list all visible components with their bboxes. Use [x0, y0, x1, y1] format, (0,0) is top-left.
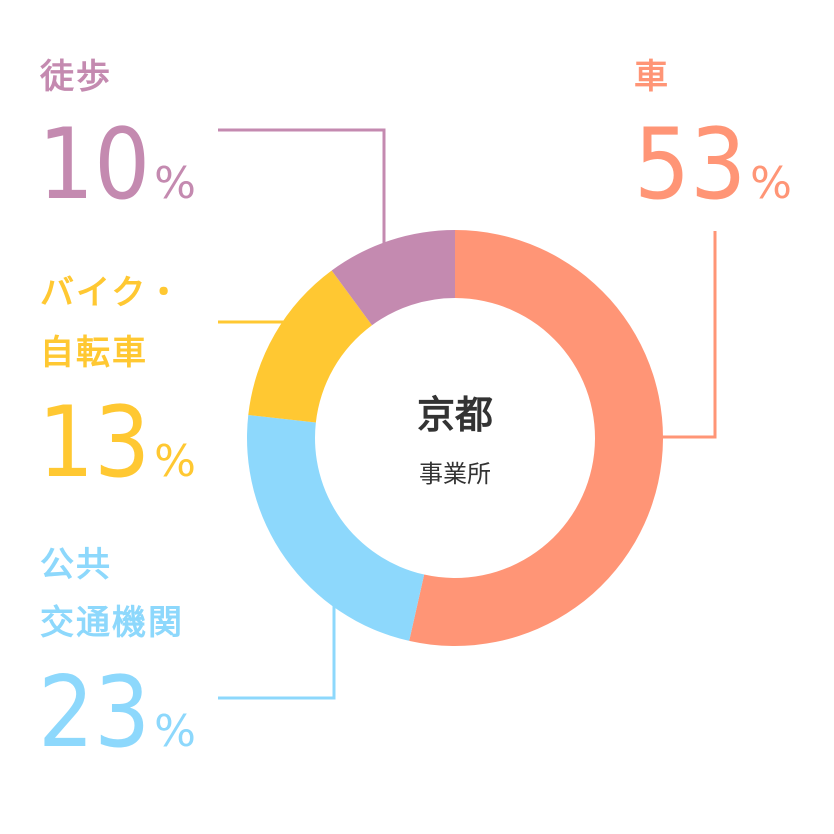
- slice-label-line: 車: [634, 57, 670, 97]
- slice-value: 13%: [38, 386, 196, 500]
- center-subtitle: 事業所: [419, 460, 491, 488]
- slice-label-public-transport: 公共 交通機関 23%: [38, 545, 196, 770]
- slice-value: 10%: [38, 108, 196, 222]
- leader-line-walk: [218, 128, 386, 246]
- slice-public-transport: [246, 414, 425, 641]
- leader-line-public-transport: [218, 606, 336, 700]
- donut-slices: [246, 230, 663, 646]
- center-title: 京都: [417, 393, 493, 437]
- slice-label-line: バイク・: [40, 273, 183, 313]
- slice-value: 23%: [38, 656, 196, 770]
- slice-value: 53%: [634, 108, 792, 222]
- slice-label-line: 交通機関: [40, 603, 184, 643]
- slice-car: [409, 230, 663, 646]
- slice-walk: [331, 230, 455, 326]
- slice-label-line: 徒歩: [39, 57, 112, 97]
- slice-bike: [248, 270, 372, 423]
- slice-label-line: 公共: [40, 545, 112, 585]
- leader-lines: [218, 128, 717, 700]
- leader-line-car: [660, 231, 717, 439]
- slice-label-walk: 徒歩 10%: [38, 57, 196, 222]
- slice-label-line: 自転車: [40, 333, 148, 373]
- slice-label-car: 車 53%: [634, 57, 792, 222]
- slice-label-bike: バイク・ 自転車 13%: [38, 273, 196, 500]
